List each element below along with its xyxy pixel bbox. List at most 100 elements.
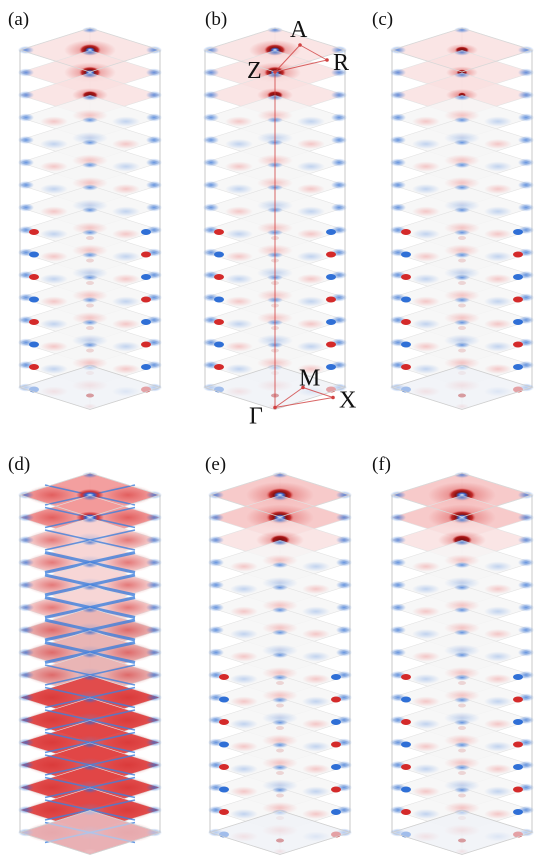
corner-feature xyxy=(331,46,347,54)
center-feature xyxy=(444,357,480,369)
corner-feature xyxy=(454,539,470,546)
corner-feature xyxy=(390,136,406,144)
side-feature xyxy=(112,296,140,307)
edge-dot xyxy=(326,319,336,325)
k-point-label-X: X xyxy=(339,388,356,414)
side-feature xyxy=(302,696,330,707)
side-feature xyxy=(484,364,512,374)
side-feature xyxy=(225,161,253,172)
edge-dot xyxy=(141,364,151,370)
edge-dot xyxy=(219,696,229,703)
corner-feature xyxy=(454,472,470,478)
side-feature xyxy=(225,139,253,149)
side-feature xyxy=(40,161,68,172)
side-feature xyxy=(40,116,68,127)
edge-dot xyxy=(401,296,411,303)
stack-top-outline xyxy=(208,472,352,518)
corner-feature xyxy=(82,539,98,546)
stack-top-outline xyxy=(390,27,534,73)
corner-feature xyxy=(272,517,288,523)
side-feature xyxy=(40,206,68,217)
corner-feature xyxy=(454,162,470,168)
corner-feature xyxy=(272,629,288,636)
k-point-marker xyxy=(331,395,335,400)
center-feature xyxy=(262,712,298,724)
center-feature xyxy=(262,779,298,792)
corner-feature xyxy=(336,603,352,612)
center-feature xyxy=(444,689,480,702)
side-feature xyxy=(412,719,440,729)
side-feature xyxy=(484,206,512,217)
edge-dot xyxy=(513,741,523,748)
edge-dot xyxy=(513,274,523,280)
side-feature xyxy=(230,741,258,752)
side-feature xyxy=(484,139,512,149)
edge-dot xyxy=(141,341,151,348)
side-feature xyxy=(225,206,253,217)
corner-feature xyxy=(454,274,470,281)
side-feature xyxy=(230,674,258,684)
side-feature xyxy=(40,251,68,262)
center-feature xyxy=(72,312,108,324)
corner-feature xyxy=(331,136,347,144)
edge-dot xyxy=(513,696,523,703)
side-feature xyxy=(484,741,512,752)
k-point-label-A: A xyxy=(290,17,308,43)
stack-d xyxy=(18,472,162,855)
corner-feature xyxy=(454,607,470,613)
corner-feature xyxy=(336,626,352,634)
corner-feature xyxy=(82,607,98,613)
corner-feature xyxy=(454,139,470,146)
corner-feature xyxy=(454,342,470,348)
corner-feature xyxy=(82,319,98,326)
edge-dot xyxy=(401,719,411,725)
center-feature xyxy=(444,712,480,724)
side-feature xyxy=(230,809,258,819)
corner-feature xyxy=(272,584,288,591)
edge-dot xyxy=(219,741,229,748)
side-feature xyxy=(297,229,325,239)
corner-feature xyxy=(82,49,98,56)
k-path-segment xyxy=(274,387,304,408)
corner-feature xyxy=(18,113,34,122)
side-feature xyxy=(484,229,512,239)
stack-f xyxy=(390,472,534,855)
side-feature xyxy=(112,319,140,329)
k-path-segment xyxy=(274,59,328,73)
k-point-label-Z: Z xyxy=(247,58,262,84)
corner-feature xyxy=(82,117,98,123)
corner-feature xyxy=(18,46,34,54)
corner-feature xyxy=(390,91,406,99)
stack-a xyxy=(18,27,162,410)
corner-feature xyxy=(146,158,162,167)
corner-feature xyxy=(18,203,34,212)
side-feature xyxy=(484,274,512,284)
center-feature xyxy=(72,132,108,144)
side-feature xyxy=(484,629,512,639)
corner-feature xyxy=(518,513,534,522)
side-feature xyxy=(230,786,258,797)
side-feature xyxy=(40,319,68,329)
center-feature xyxy=(444,734,480,747)
center-feature xyxy=(262,577,298,589)
corner-feature xyxy=(82,207,98,213)
corner-feature xyxy=(518,181,534,189)
corner-feature xyxy=(82,742,98,748)
side-feature xyxy=(297,319,325,329)
corner-feature xyxy=(390,648,406,657)
side-feature xyxy=(484,584,512,594)
k-point-label-M: M xyxy=(299,366,320,392)
corner-feature xyxy=(331,158,347,167)
side-feature xyxy=(412,561,440,572)
edge-dot xyxy=(214,341,224,348)
corner-feature xyxy=(454,494,470,501)
side-feature xyxy=(484,319,512,329)
corner-feature xyxy=(331,113,347,122)
edge-dot xyxy=(326,251,336,258)
corner-feature xyxy=(518,603,534,612)
edge-dot xyxy=(219,719,229,725)
corner-feature xyxy=(518,581,534,589)
edge-dot xyxy=(214,364,224,370)
corner-feature xyxy=(272,607,288,613)
corner-feature xyxy=(336,536,352,544)
